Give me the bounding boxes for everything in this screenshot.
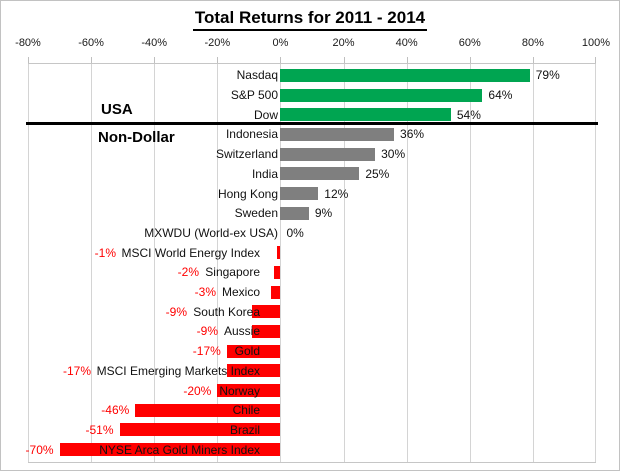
value-label-singapore: -2%	[177, 265, 199, 280]
value-label-nyse-arca-gold-miners-index: -70%	[25, 442, 54, 457]
bar-brazil	[119, 423, 281, 437]
axis-tick-label: 0%	[272, 37, 289, 49]
chart-title-text: Total Returns for 2011 - 2014	[192, 8, 428, 31]
gridline	[406, 64, 408, 462]
axis-tick-mark	[280, 57, 282, 63]
value-label-mexico: -3%	[194, 285, 216, 300]
value-label-south-korea: -9%	[165, 304, 187, 319]
bar-singapore	[274, 265, 281, 279]
value-label-gold: -17%	[192, 344, 221, 359]
axis-tick-label: -80%	[15, 37, 41, 49]
axis-tick-label: -40%	[141, 37, 168, 49]
value-label-nasdaq: 79%	[535, 68, 560, 83]
bar-gold	[226, 344, 281, 358]
gridline	[280, 64, 282, 462]
category-label-nyse-arca-gold-miners-index: NYSE Arca Gold Miners Index	[99, 442, 260, 457]
category-label-india: India	[251, 166, 278, 181]
chart-title: Total Returns for 2011 - 2014	[1, 8, 619, 31]
category-label-dow: Dow	[253, 107, 278, 122]
category-label-switzerland: Switzerland	[215, 147, 278, 162]
category-label-msci-emerging-markets-index: MSCI Emerging Markets Index	[96, 363, 260, 378]
axis-tick-label: 60%	[458, 37, 481, 49]
gridline	[91, 64, 93, 462]
category-label-sweden: Sweden	[234, 206, 278, 221]
bar-india	[280, 167, 360, 181]
axis-tick-label: 20%	[332, 37, 355, 49]
axis-tick-label: 80%	[521, 37, 544, 49]
category-label-aussie: Aussie	[223, 324, 260, 339]
gridline	[595, 64, 596, 462]
value-label-sweden: 9%	[314, 206, 333, 221]
gridline	[154, 64, 156, 462]
axis-tick-mark	[595, 57, 596, 63]
usa-nondollar-separator-line	[26, 122, 598, 125]
category-label-nasdaq: Nasdaq	[236, 68, 278, 83]
gridline	[217, 64, 219, 462]
value-label-s-p-500: 64%	[488, 88, 513, 103]
bar-nasdaq	[280, 68, 530, 82]
bar-switzerland	[280, 147, 376, 161]
axis-tick-label: -20%	[204, 37, 231, 49]
category-label-indonesia: Indonesia	[225, 127, 278, 142]
category-label-s-p-500: S&P 500	[230, 88, 278, 103]
axis-tick-mark	[406, 57, 408, 63]
gridline	[343, 64, 345, 462]
axis-tick-mark	[154, 57, 156, 63]
value-label-aussie: -9%	[196, 324, 218, 339]
group-label-non-dollar: Non-Dollar	[98, 129, 175, 146]
axis-tick-label: 100%	[581, 37, 611, 49]
bar-south-korea	[252, 305, 281, 319]
axis-tick-label: 40%	[395, 37, 418, 49]
value-label-hong-kong: 12%	[324, 186, 349, 201]
axis-tick-label: -60%	[78, 37, 104, 49]
axis-tick-mark	[343, 57, 345, 63]
bar-msci-emerging-markets-index	[226, 364, 281, 378]
bar-nyse-arca-gold-miners-index	[59, 443, 281, 457]
gridline	[28, 64, 29, 462]
bar-mexico	[270, 285, 281, 299]
bar-aussie	[252, 324, 281, 338]
gridline	[532, 64, 534, 462]
bar-chile	[135, 403, 281, 417]
gridline	[469, 64, 471, 462]
category-label-brazil: Brazil	[229, 422, 260, 437]
axis-tick-mark	[28, 57, 29, 63]
category-label-singapore: Singapore	[205, 265, 260, 280]
axis-tick-mark	[217, 57, 219, 63]
axis-tick-mark	[532, 57, 534, 63]
value-label-dow: 54%	[456, 107, 481, 122]
bar-indonesia	[280, 127, 395, 141]
axis-tick-mark	[91, 57, 93, 63]
category-label-hong-kong: Hong Kong	[217, 186, 278, 201]
bar-s-p-500	[280, 88, 483, 102]
category-label-msci-world-energy-index: MSCI World Energy Index	[121, 245, 261, 260]
group-label-usa: USA	[101, 101, 133, 118]
value-label-brazil: -51%	[85, 422, 114, 437]
category-label-norway: Norway	[219, 383, 260, 398]
bar-msci-world-energy-index	[277, 246, 281, 260]
value-label-chile: -46%	[101, 403, 130, 418]
category-label-mxwdu-world-ex-usa: MXWDU (World-ex USA)	[144, 225, 278, 240]
axis-tick-mark	[469, 57, 471, 63]
value-label-indonesia: 36%	[400, 127, 425, 142]
plot-area: Nasdaq 79% S&P 500 64% Dow 54% Indonesia 36% Swi…	[25, 63, 596, 463]
value-label-switzerland: 30%	[381, 147, 406, 162]
value-label-norway: -20%	[183, 383, 212, 398]
value-label-india: 25%	[365, 166, 390, 181]
category-label-mexico: Mexico	[221, 285, 260, 300]
bar-sweden	[280, 206, 309, 220]
category-label-south-korea: South Korea	[193, 304, 260, 319]
bar-norway	[217, 384, 281, 398]
bar-dow	[280, 108, 451, 122]
category-label-gold: Gold	[234, 344, 260, 359]
value-label-msci-world-energy-index: -1%	[94, 245, 116, 260]
value-label-mxwdu-world-ex-usa: 0%	[286, 225, 304, 240]
bar-hong-kong	[280, 187, 319, 201]
category-label-chile: Chile	[232, 403, 260, 418]
value-label-msci-emerging-markets-index: -17%	[62, 363, 91, 378]
